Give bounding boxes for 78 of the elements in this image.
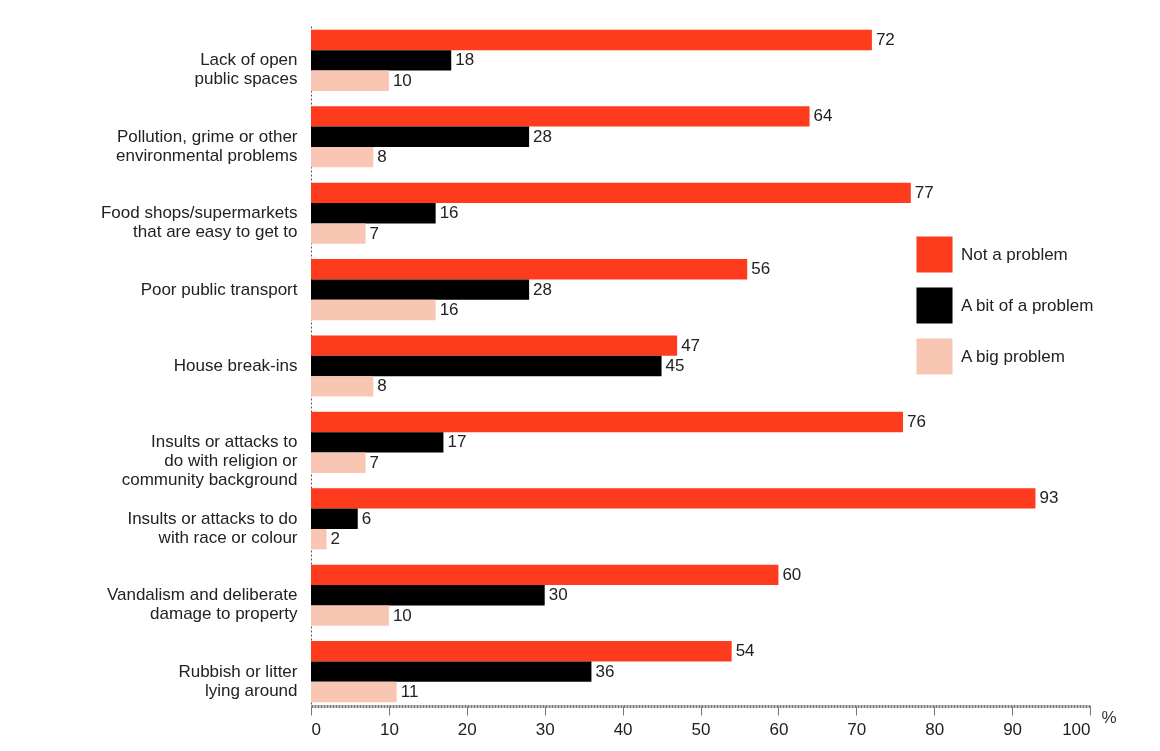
bar: [311, 279, 530, 300]
x-tick-label: 100: [1062, 719, 1091, 739]
data-label: 54: [735, 641, 755, 661]
data-label: 10: [392, 70, 412, 90]
bar: [311, 355, 662, 377]
bar: [311, 376, 374, 397]
bar: [311, 182, 911, 203]
x-axis-title: %: [1101, 707, 1117, 727]
bar: [311, 529, 327, 550]
data-label: 7: [369, 452, 379, 472]
y-tick-label: Insults or attacks to do with religion or community background: [121, 432, 298, 490]
y-tick-label: Pollution, grime or other environmental problems: [116, 126, 298, 165]
bar: [311, 335, 678, 356]
data-label: 6: [361, 508, 372, 528]
bar: [311, 126, 530, 147]
bar: [311, 585, 545, 606]
bar: [311, 641, 732, 662]
data-label: 47: [681, 335, 701, 355]
data-label: 8: [377, 147, 387, 167]
data-label: 18: [455, 50, 475, 70]
bar: [311, 605, 389, 626]
bar: [311, 299, 436, 321]
data-label: 60: [782, 564, 802, 584]
bar: [311, 146, 374, 168]
bar: [311, 29, 872, 51]
y-tick-label: Food shops/supermarkets that are easy to get to: [100, 203, 298, 242]
x-tick-label: 40: [613, 719, 633, 739]
x-tick-label: 10: [379, 719, 399, 739]
bar: [311, 508, 358, 529]
data-label: 10: [392, 605, 412, 625]
data-label: 7: [369, 223, 379, 243]
data-label: 76: [907, 412, 926, 432]
x-tick-label: 60: [769, 719, 789, 739]
data-label: 64: [813, 106, 833, 126]
data-label: 56: [751, 259, 771, 279]
bar: [311, 50, 452, 71]
bar: [311, 203, 436, 224]
data-label: 36: [595, 661, 615, 681]
data-label: 8: [377, 376, 387, 396]
bar: [311, 259, 748, 280]
data-label: 77: [914, 182, 934, 202]
data-label: 2: [330, 529, 341, 549]
bar: [311, 488, 1036, 509]
bar: [311, 223, 366, 244]
bar: [311, 661, 592, 682]
bar: [311, 70, 389, 91]
legend-label: A bit of a problem: [961, 295, 1094, 315]
data-label: 11: [400, 681, 419, 701]
bar: [311, 564, 779, 586]
data-label: 16: [439, 203, 459, 223]
bar: [311, 681, 397, 703]
data-label: 17: [447, 432, 467, 452]
bar: [311, 452, 366, 473]
data-label: 93: [1039, 488, 1059, 508]
x-tick-label: 90: [1003, 719, 1023, 739]
bar: [311, 411, 904, 433]
y-tick-label: Lack of open public spaces: [194, 50, 298, 89]
x-tick-label: 80: [925, 719, 945, 739]
x-tick-label: 20: [457, 719, 477, 739]
bar: [311, 106, 810, 127]
data-label: 45: [665, 356, 685, 375]
data-label: 16: [439, 299, 459, 319]
x-tick-label: 30: [535, 719, 555, 739]
x-tick-label: 0: [311, 719, 321, 739]
data-label: 72: [875, 30, 895, 50]
y-tick-label: Poor public transport: [140, 279, 298, 299]
legend-label: A big problem: [961, 346, 1065, 366]
y-tick-label: Insults or attacks to do with race or colour: [127, 508, 298, 547]
data-label: 30: [548, 585, 568, 605]
x-tick-label: 50: [691, 719, 711, 739]
y-tick-label: House break-ins: [173, 356, 298, 375]
y-tick-label: Vandalism and deliberate damage to property: [106, 585, 298, 624]
data-label: 28: [533, 279, 553, 299]
x-tick-label: 70: [847, 719, 867, 739]
bar: [311, 432, 444, 453]
y-tick-label: Rubbish or litter lying around: [178, 661, 298, 700]
legend-label: Not a problem: [961, 244, 1068, 264]
data-label: 28: [533, 126, 553, 146]
